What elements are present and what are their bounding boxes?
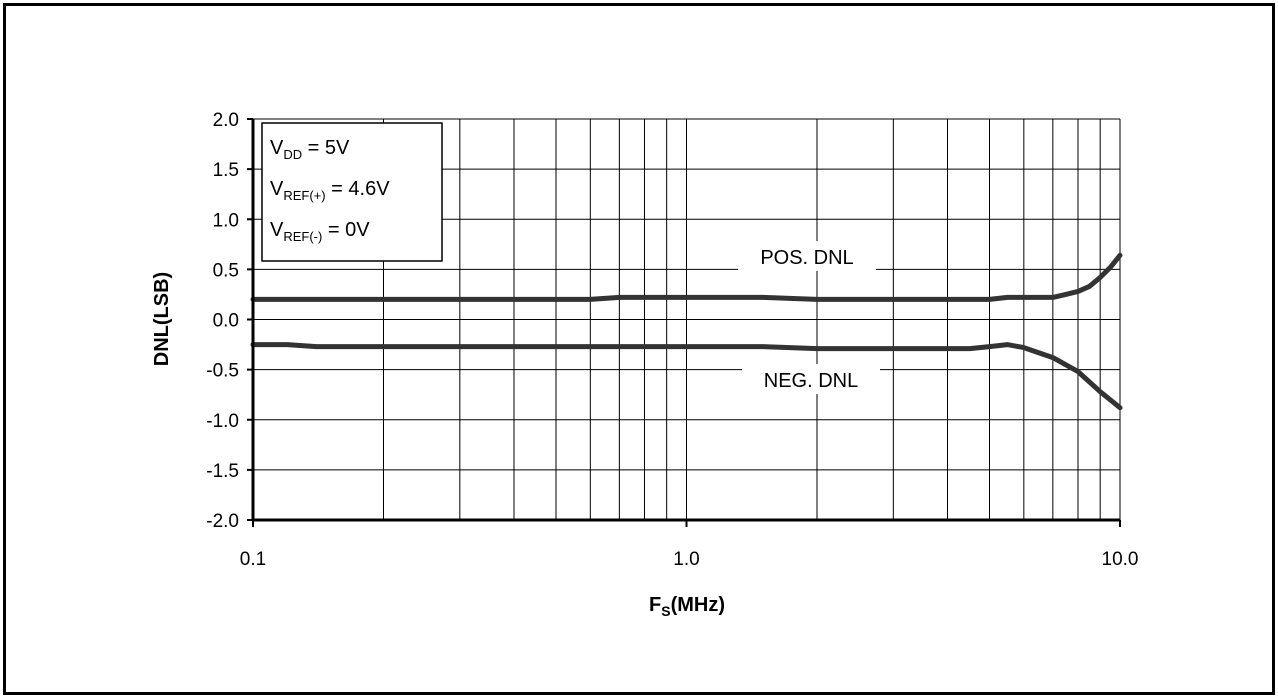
y-tick-label: 0.0: [213, 311, 239, 332]
x-axis-title: FS(MHz): [649, 594, 725, 619]
conditions-box: VDD = 5V VREF(+) = 4.6V VREF(-) = 0V: [261, 122, 443, 262]
pos-dnl-line: [250, 252, 1123, 302]
y-tick-label: 2.0: [213, 110, 239, 131]
pos-dnl-label-group: POS. DNL: [738, 241, 876, 271]
neg-dnl-label-bg: [742, 364, 880, 394]
conditions-box-border: [261, 122, 443, 262]
pos-dnl-label: POS. DNL: [760, 247, 853, 269]
y-tick-label: 1.5: [213, 160, 239, 181]
condition-vref-neg: VREF(-) = 0V: [270, 219, 370, 244]
x-tick-label: 1.0: [673, 549, 699, 570]
condition-vref-pos: VREF(+) = 4.6V: [270, 178, 390, 203]
y-tick-label: 1.0: [213, 210, 239, 231]
neg-dnl-line: [250, 342, 1123, 411]
pos-dnl-label-bg: [738, 241, 876, 271]
y-tick-label: -2.0: [206, 511, 239, 532]
neg-dnl-label-group: NEG. DNL: [742, 364, 880, 394]
neg-dnl-label: NEG. DNL: [764, 370, 858, 392]
x-tick-label: 10.0: [1102, 549, 1139, 570]
y-tick-labels: 2.0 1.5 1.0 0.5 0.0 -0.5 -1.0 -1.5 -2.0: [206, 110, 239, 532]
axes: [247, 118, 1121, 527]
x-tick-labels: 0.1 1.0 10.0: [240, 549, 1139, 570]
x-tick-label: 0.1: [240, 549, 266, 570]
y-tick-label: -1.0: [206, 411, 239, 432]
series-lines: [250, 252, 1123, 411]
condition-vdd: VDD = 5V: [270, 137, 350, 162]
y-axis-title: DNL(LSB): [151, 272, 173, 366]
y-tick-label: -1.5: [206, 461, 239, 482]
y-tick-label: -0.5: [206, 361, 239, 382]
y-tick-label: 0.5: [213, 260, 239, 281]
